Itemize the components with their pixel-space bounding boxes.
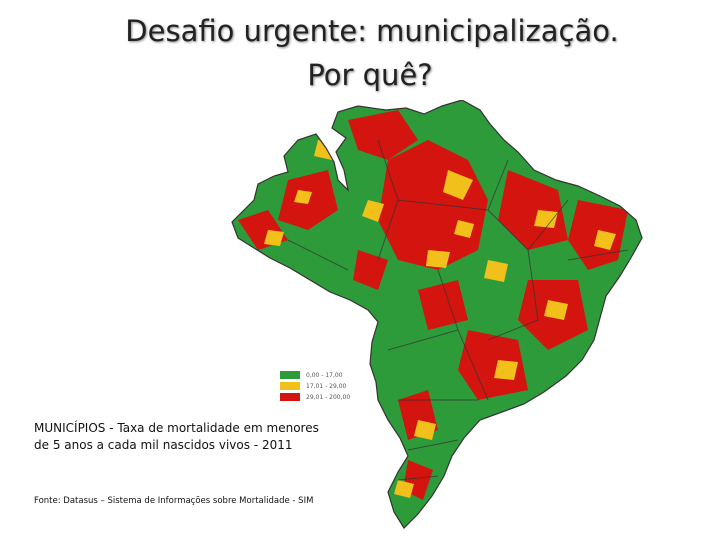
legend-swatch xyxy=(280,393,300,401)
map-legend: 0,00 - 17,00 17,01 - 29,00 29,01 - 200,0… xyxy=(280,370,360,403)
caption-line1: MUNICÍPIOS - Taxa de mortalidade em meno… xyxy=(34,421,319,435)
legend-swatch xyxy=(280,382,300,390)
legend-item-mid: 17,01 - 29,00 xyxy=(280,381,360,391)
legend-label: 0,00 - 17,00 xyxy=(306,371,343,379)
map-caption: MUNICÍPIOS - Taxa de mortalidade em meno… xyxy=(34,420,374,454)
legend-item-high: 29,01 - 200,00 xyxy=(280,392,360,402)
legend-item-low: 0,00 - 17,00 xyxy=(280,370,360,380)
slide-title-line1: Desafio urgente: municipalização. xyxy=(125,14,619,48)
source-note: Fonte: Datasus – Sistema de Informações … xyxy=(34,496,314,506)
legend-label: 29,01 - 200,00 xyxy=(306,393,351,401)
brazil-choropleth-map xyxy=(231,100,643,529)
legend-swatch xyxy=(280,371,300,379)
legend-label: 17,01 - 29,00 xyxy=(306,382,347,390)
caption-line2: de 5 anos a cada mil nascidos vivos - 20… xyxy=(34,437,293,452)
slide-title-line2: Por quê? xyxy=(307,58,433,92)
